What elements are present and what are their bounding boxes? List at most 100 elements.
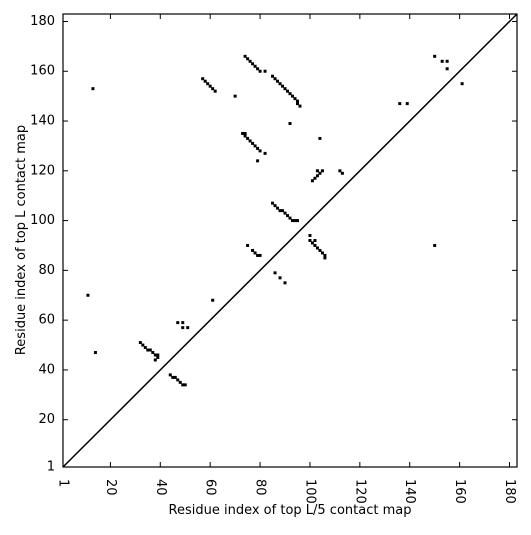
y-tick-label: 160: [30, 64, 55, 79]
contact-point: [86, 293, 90, 297]
contact-point: [293, 219, 297, 223]
contact-point: [281, 84, 285, 88]
contact-point: [258, 253, 262, 257]
contact-point: [288, 216, 292, 220]
contact-point: [288, 122, 292, 126]
contact-point: [168, 373, 172, 377]
contact-point: [286, 214, 290, 218]
contact-point: [146, 348, 150, 352]
contact-point: [173, 375, 177, 379]
contact-point: [258, 69, 262, 73]
contact-point: [176, 321, 180, 325]
contact-point: [288, 92, 292, 96]
contact-point: [273, 204, 277, 208]
x-tick-label: 80: [253, 479, 268, 496]
contact-point: [138, 341, 142, 345]
contact-point: [283, 87, 287, 91]
contact-point: [263, 69, 267, 73]
contact-point: [211, 87, 215, 91]
contact-point: [290, 219, 294, 223]
contact-point: [323, 253, 327, 257]
contact-point: [251, 248, 255, 252]
contact-point: [203, 79, 207, 83]
x-tick-label: 20: [103, 479, 118, 496]
contact-point: [313, 243, 317, 247]
contact-point: [148, 348, 152, 352]
contact-point: [278, 276, 282, 280]
contact-point: [320, 251, 324, 255]
contact-point: [278, 209, 282, 213]
contact-point: [251, 62, 255, 66]
contact-point: [143, 346, 147, 350]
contact-point: [213, 89, 217, 93]
contact-point: [318, 171, 322, 175]
contact-point: [271, 74, 275, 78]
y-axis-label: Residue index of top L contact map: [14, 125, 29, 355]
plot-frame: [62, 13, 518, 468]
contact-point: [246, 57, 250, 61]
contact-point: [181, 321, 185, 325]
contact-point: [208, 84, 212, 88]
contact-point: [445, 59, 449, 63]
contact-point: [295, 102, 299, 106]
contact-point: [243, 134, 247, 138]
contact-point: [243, 54, 247, 58]
x-tick-label: 180: [502, 479, 517, 504]
contact-point: [338, 169, 342, 173]
contact-point: [310, 241, 314, 245]
contact-point: [248, 139, 252, 143]
contact-point: [433, 243, 437, 247]
x-tick-label: 1: [56, 479, 71, 487]
contact-point: [340, 171, 344, 175]
y-tick-label: 20: [38, 412, 55, 427]
contact-point: [141, 343, 145, 347]
contact-point: [151, 351, 155, 354]
contact-point: [295, 219, 299, 223]
contact-point: [176, 378, 180, 382]
contact-point: [256, 253, 260, 257]
contact-point: [258, 149, 262, 153]
contact-point: [256, 67, 260, 71]
contact-point: [183, 383, 187, 387]
contact-point: [181, 326, 185, 330]
contact-point: [273, 271, 277, 275]
contact-point: [308, 234, 312, 238]
contact-point: [243, 131, 247, 135]
contact-point: [253, 251, 257, 255]
x-tick-label: 40: [153, 479, 168, 496]
contact-point: [320, 169, 324, 173]
contact-point: [298, 104, 302, 108]
contact-point: [295, 99, 299, 103]
contact-point: [171, 375, 175, 379]
contact-point: [156, 353, 160, 357]
contact-point: [323, 256, 327, 260]
contact-point: [445, 67, 449, 71]
contact-point: [318, 136, 322, 140]
contact-point: [313, 176, 317, 180]
y-tick-label: 140: [30, 114, 55, 129]
y-tick-label: 60: [38, 313, 55, 328]
contact-point: [283, 281, 287, 285]
contact-point: [241, 131, 245, 135]
contact-point: [91, 87, 95, 91]
contact-point: [153, 358, 157, 362]
y-tick-label: 40: [38, 362, 55, 377]
contact-point: [186, 326, 190, 330]
contact-point: [253, 64, 257, 68]
contact-point: [286, 89, 290, 93]
contact-point: [271, 201, 275, 205]
y-tick-label: 80: [38, 263, 55, 278]
x-tick-label: 60: [203, 479, 218, 496]
contact-point: [178, 380, 182, 384]
x-tick-label: 160: [452, 479, 467, 504]
contact-point: [290, 94, 294, 98]
contact-point: [313, 239, 317, 242]
x-tick-label: 100: [302, 479, 317, 504]
y-tick-label: 120: [30, 163, 55, 178]
contact-point: [263, 151, 267, 155]
contact-point: [276, 79, 280, 83]
x-tick-label: 140: [402, 479, 417, 504]
contact-point: [276, 206, 280, 210]
contact-point: [246, 243, 250, 247]
